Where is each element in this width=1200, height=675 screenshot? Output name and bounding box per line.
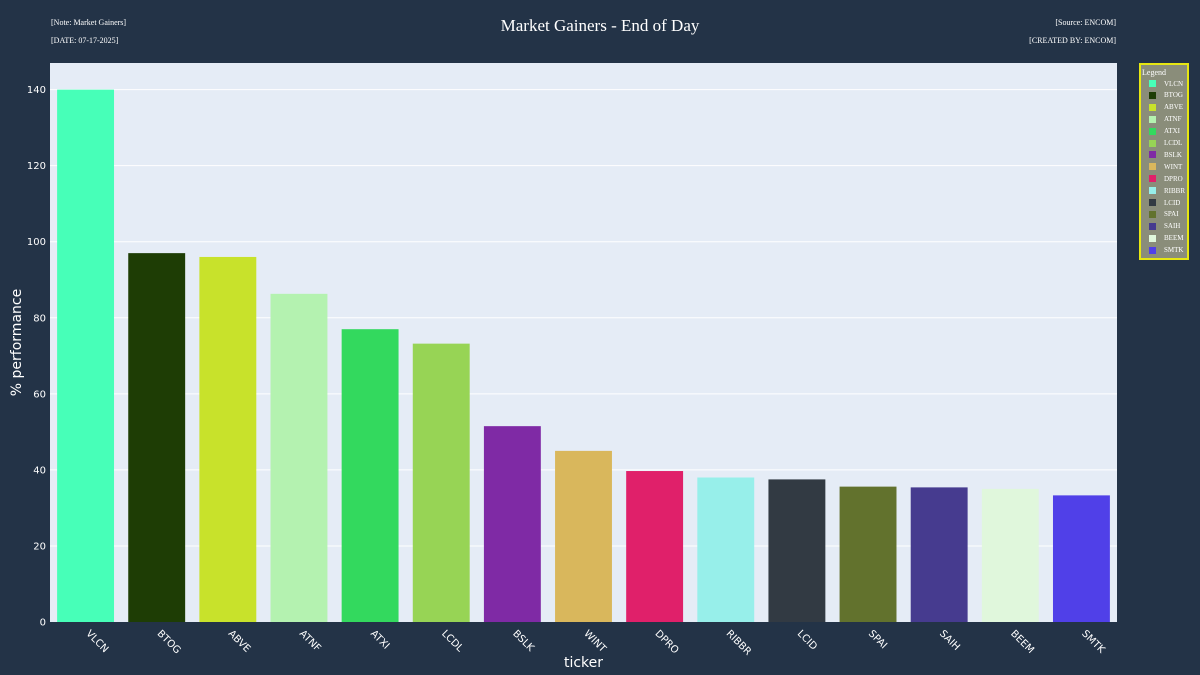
y-tick-label: 0 bbox=[40, 618, 46, 629]
legend-label: VLCN bbox=[1164, 79, 1184, 88]
bar-smtk[interactable] bbox=[1052, 495, 1110, 622]
legend-swatch bbox=[1149, 163, 1156, 171]
legend-item-abve[interactable]: ABVE bbox=[1149, 102, 1183, 113]
legend-label: ATNF bbox=[1164, 115, 1182, 124]
x-tick-label: DPRO bbox=[653, 628, 681, 656]
legend-label: SAIH bbox=[1164, 222, 1181, 231]
bar-atxi[interactable] bbox=[341, 329, 399, 622]
x-tick-label: SPAI bbox=[866, 628, 889, 651]
x-tick-label: BTOG bbox=[155, 628, 183, 656]
legend-item-lcid[interactable]: LCID bbox=[1149, 197, 1180, 208]
legend-item-atnf[interactable]: ATNF bbox=[1149, 114, 1182, 125]
y-tick-label: 40 bbox=[33, 465, 46, 476]
legend-item-vlcn[interactable]: VLCN bbox=[1149, 78, 1183, 89]
bar-lcdl[interactable] bbox=[412, 343, 470, 622]
legend-item-atxi[interactable]: ATXI bbox=[1149, 126, 1180, 137]
legend-swatch bbox=[1149, 80, 1156, 87]
x-tick-label: LCID bbox=[795, 628, 819, 652]
legend-label: RIBBR bbox=[1164, 186, 1186, 195]
bar-abve[interactable] bbox=[199, 256, 257, 622]
bar-wint[interactable] bbox=[555, 450, 612, 622]
bar-atnf[interactable] bbox=[270, 293, 328, 622]
legend-title: Legend bbox=[1142, 68, 1166, 77]
y-axis-ticks: 0 20 40 60 80 100 120 140 bbox=[27, 85, 46, 628]
legend-label: LCDL bbox=[1164, 139, 1183, 147]
x-tick-label: SAIH bbox=[937, 628, 962, 653]
legend-swatch bbox=[1149, 127, 1156, 135]
x-tick-label: RIBBR bbox=[724, 628, 753, 657]
legend-label: LCID bbox=[1164, 198, 1181, 207]
legend-label: BTOG bbox=[1164, 91, 1183, 100]
bar-saih[interactable] bbox=[910, 487, 968, 622]
legend-swatch bbox=[1149, 199, 1156, 206]
legend-label: ABVE bbox=[1164, 103, 1184, 112]
x-tick-label: BSLK bbox=[510, 628, 536, 654]
bars bbox=[57, 89, 1110, 623]
x-tick-label: ABVE bbox=[226, 628, 253, 655]
legend-swatch bbox=[1149, 210, 1156, 218]
x-axis-ticks: VLCN BTOG ABVE ATNF ATXI LCDL BSLK WINT DPRO RIBB… bbox=[83, 628, 1107, 657]
legend-item-btog[interactable]: BTOG bbox=[1149, 90, 1183, 101]
legend-item-beem[interactable]: BEEM bbox=[1149, 233, 1183, 244]
bar-lcid[interactable] bbox=[768, 479, 826, 622]
legend-item-spai[interactable]: SPAI bbox=[1149, 209, 1179, 220]
y-tick-label: 60 bbox=[33, 389, 46, 400]
y-tick-label: 20 bbox=[33, 541, 46, 552]
y-tick-label: 100 bbox=[27, 237, 46, 248]
date-text: [DATE: 07-17-2025] bbox=[51, 36, 119, 45]
legend-swatch bbox=[1149, 234, 1156, 242]
bar-dpro[interactable] bbox=[626, 471, 684, 622]
legend-item-wint[interactable]: WINT bbox=[1149, 161, 1182, 172]
y-axis-title: % performance bbox=[9, 289, 25, 396]
legend-swatch bbox=[1149, 246, 1156, 254]
source-text: [Source: ENCOM] bbox=[1055, 18, 1116, 27]
y-tick-label: 140 bbox=[27, 85, 46, 96]
bar-ribbr[interactable] bbox=[697, 477, 755, 622]
legend-item-saih[interactable]: SAIH bbox=[1149, 221, 1180, 232]
legend-item-ribbr[interactable]: RIBBR bbox=[1149, 185, 1185, 196]
bar-bslk[interactable] bbox=[483, 426, 541, 622]
x-tick-label: VLCN bbox=[83, 628, 110, 655]
x-tick-label: ATNF bbox=[297, 628, 323, 654]
x-tick-label: WINT bbox=[581, 628, 608, 655]
legend-item-dpro[interactable]: DPRO bbox=[1149, 173, 1183, 184]
created-by-text: [CREATED BY: ENCOM] bbox=[1029, 36, 1116, 45]
x-tick-label: BEEM bbox=[1008, 628, 1036, 656]
legend-label: ATXI bbox=[1164, 127, 1180, 136]
legend-swatch bbox=[1149, 103, 1156, 111]
legend-swatch bbox=[1149, 151, 1156, 159]
x-axis-title: ticker bbox=[564, 655, 603, 671]
legend-label: WINT bbox=[1164, 162, 1183, 171]
legend: Legend VLCN BTOG ABVE ATNF ATXI LCDL BSLK WINT D… bbox=[1139, 63, 1189, 260]
legend-swatch bbox=[1149, 187, 1156, 195]
x-tick-label: LCDL bbox=[439, 628, 465, 654]
bar-beem[interactable] bbox=[981, 488, 1039, 622]
chart-title: Market Gainers - End of Day bbox=[500, 16, 700, 35]
legend-item-lcdl[interactable]: LCDL bbox=[1149, 138, 1182, 149]
legend-swatch bbox=[1149, 91, 1156, 99]
bar-btog[interactable] bbox=[128, 253, 186, 622]
note-text: [Note: Market Gainers] bbox=[51, 18, 127, 27]
legend-label: DPRO bbox=[1164, 174, 1183, 183]
legend-label: SPAI bbox=[1164, 210, 1179, 219]
legend-label: BEEM bbox=[1164, 234, 1184, 243]
legend-swatch bbox=[1149, 115, 1156, 123]
legend-label: SMTK bbox=[1164, 246, 1184, 255]
legend-swatch bbox=[1149, 222, 1156, 230]
legend-swatch bbox=[1149, 139, 1156, 147]
bar-spai[interactable] bbox=[839, 486, 897, 622]
x-tick-label: ATXI bbox=[368, 628, 391, 651]
x-tick-label: SMTK bbox=[1079, 628, 1107, 656]
bar-vlcn[interactable] bbox=[57, 89, 115, 623]
y-tick-label: 120 bbox=[27, 161, 46, 172]
legend-label: BSLK bbox=[1164, 150, 1182, 159]
legend-item-smtk[interactable]: SMTK bbox=[1149, 245, 1183, 256]
legend-item-bslk[interactable]: BSLK bbox=[1149, 149, 1182, 160]
legend-swatch bbox=[1149, 175, 1156, 183]
y-tick-label: 80 bbox=[33, 313, 46, 324]
